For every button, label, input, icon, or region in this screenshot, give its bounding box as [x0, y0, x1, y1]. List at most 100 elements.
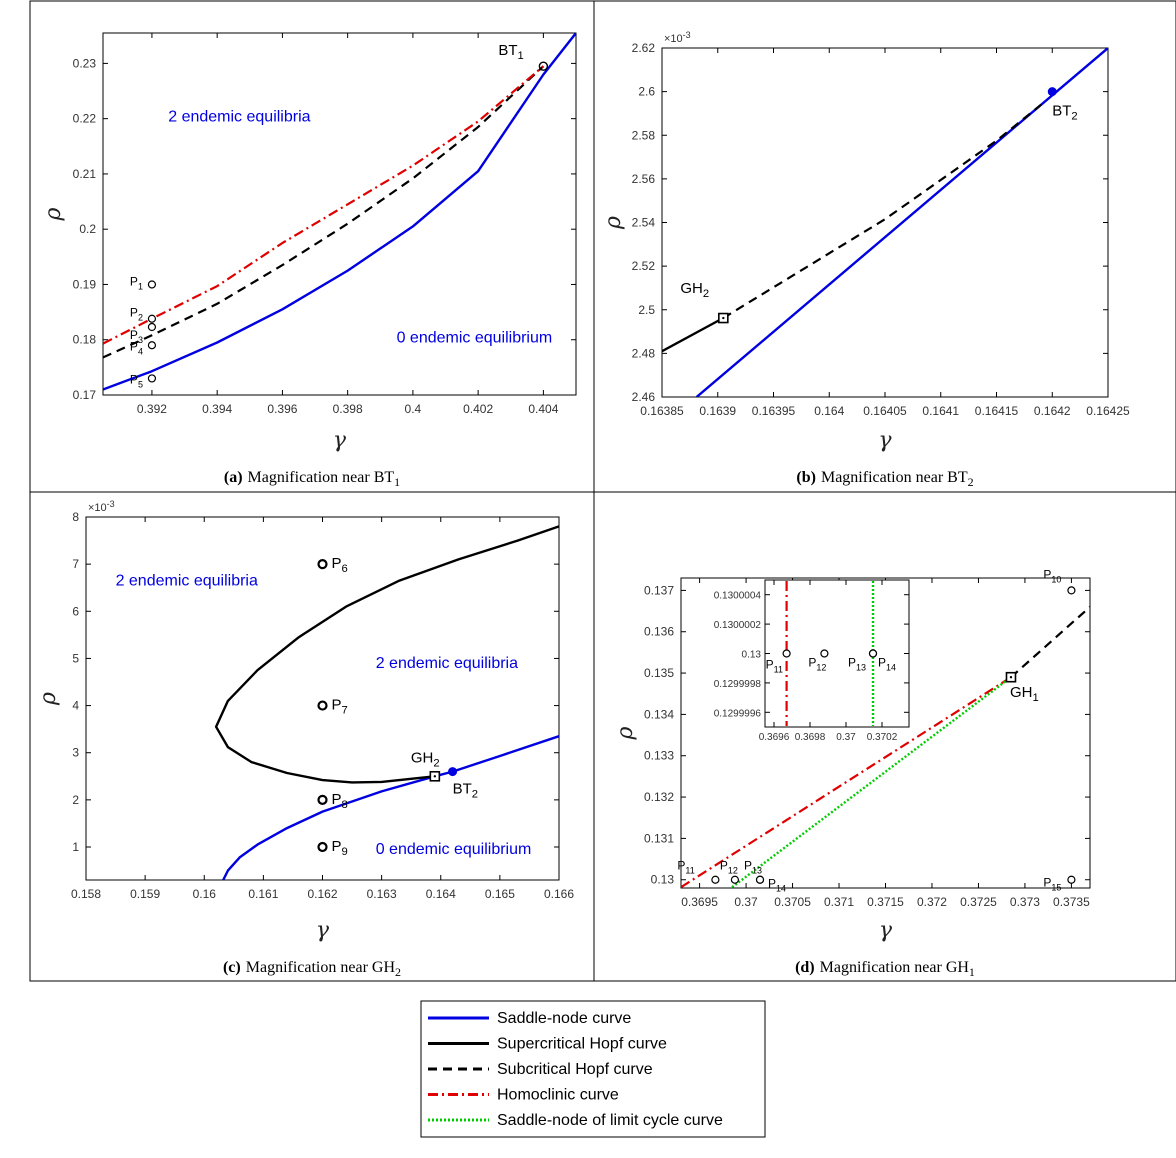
special-label-sub: 2 — [472, 789, 478, 801]
y-tick-label: 5 — [72, 651, 79, 665]
point-marker — [730, 875, 740, 884]
legend-label: Saddle-node curve — [497, 1010, 631, 1027]
x-tick-label: 0.372 — [917, 895, 947, 909]
point-label-main: P — [720, 859, 728, 873]
caption-text: Magnification near GH — [820, 959, 970, 976]
point-label: P12 — [808, 656, 826, 673]
special-label: BT2 — [453, 781, 478, 801]
y-exponent-power: -3 — [107, 499, 115, 509]
x-tick-label: 0.3695 — [681, 895, 718, 909]
point-label-main: P — [1043, 567, 1051, 581]
x-tick-label: 0.3698 — [795, 732, 826, 743]
x-tick-label: 0.158 — [71, 887, 101, 901]
y-tick-label: 6 — [72, 604, 79, 618]
point-label: P7 — [332, 697, 348, 717]
homoclinic-curve — [103, 65, 545, 345]
special-label-sub: 1 — [1032, 692, 1038, 704]
special-label: BT1 — [498, 42, 523, 62]
x-tick-label: 0.3715 — [867, 895, 904, 909]
gh-marker-dot — [433, 775, 437, 778]
point-label: P8 — [332, 791, 348, 811]
point-label: P1 — [130, 274, 143, 291]
x-tick-label: 0.3705 — [774, 895, 811, 909]
region-annotation: 2 endemic equilibria — [168, 108, 310, 125]
panel-caption: (a) Magnification near BT1 — [224, 469, 400, 489]
x-tick-label: 0.16405 — [863, 404, 907, 418]
caption-text: Magnification near BT — [821, 469, 968, 486]
special-label: GH1 — [1010, 684, 1039, 704]
legend-label: Supercritical Hopf curve — [497, 1036, 667, 1053]
subcritical-hopf-curve — [1010, 606, 1090, 679]
point-label: P15 — [1043, 876, 1061, 893]
caption-label: (c) — [223, 959, 241, 976]
point-label-main: P — [332, 697, 342, 714]
x-tick-label: 0.166 — [544, 887, 574, 901]
x-tick-label: 0.1639 — [699, 404, 736, 418]
x-tick-label: 0.16415 — [975, 404, 1019, 418]
y-tick-label: 0.22 — [73, 112, 97, 126]
y-tick-label: 0.17 — [73, 388, 97, 402]
x-tick-label: 0.16425 — [1086, 404, 1130, 418]
point-label-sub: 3 — [138, 335, 143, 345]
point-label-sub: 12 — [816, 663, 826, 673]
chart-panel-a: 0.392 0.394 0.396 0.398 0.4 0.402 0.404 0.17 0.1… — [41, 32, 577, 489]
special-label-sub: 2 — [703, 288, 709, 300]
y-tick-label: 8 — [72, 510, 79, 524]
y-exponent-power: -3 — [683, 30, 691, 40]
caption-label: (d) — [795, 959, 815, 976]
point-marker — [782, 649, 791, 658]
caption-label: (b) — [796, 469, 816, 486]
x-tick-label: 0.398 — [333, 402, 363, 416]
x-tick-label: 0.4 — [405, 402, 422, 416]
point-marker — [317, 794, 328, 805]
point-label-main: P — [768, 877, 776, 891]
point-label-sub: 14 — [776, 884, 786, 894]
panel-caption: (c) Magnification near GH2 — [223, 959, 401, 979]
legend-label: Saddle-node of limit cycle curve — [497, 1112, 723, 1129]
point-marker — [711, 875, 720, 884]
point-marker — [868, 649, 878, 658]
region-annotation: 0 endemic equilibrium — [397, 329, 553, 346]
x-tick-label: 0.164 — [426, 887, 456, 901]
chart-panel-b: 0.16385 0.1639 0.16395 0.164 0.16405 0.1641 0.… — [601, 30, 1130, 489]
chart-panel-c: 0.158 0.159 0.16 0.161 0.162 0.163 0.164 0.165 0… — [36, 499, 574, 979]
y-tick-label: 2.48 — [632, 346, 656, 360]
point-label: P6 — [332, 555, 348, 575]
point-label-sub: 8 — [342, 799, 348, 811]
bt-marker — [538, 61, 549, 71]
point-label: P13 — [744, 859, 762, 876]
x-tick-label: 0.164 — [814, 404, 844, 418]
point-label-main: P — [130, 339, 138, 353]
point-marker — [147, 341, 157, 350]
point-label-sub: 13 — [856, 663, 866, 673]
x-tick-label: 0.373 — [1010, 895, 1040, 909]
special-label-main: BT — [453, 781, 472, 798]
y-tick-label: 0.13 — [742, 650, 762, 661]
caption-sub: 1 — [394, 475, 400, 489]
point-marker — [147, 314, 157, 323]
y-tick-label: 0.19 — [73, 277, 97, 291]
saddle-node-curve — [222, 735, 559, 880]
point-label-sub: 9 — [342, 846, 348, 858]
point-label-main: P — [744, 859, 752, 873]
point-label: P11 — [677, 859, 694, 876]
x-axis-title: γ — [879, 918, 893, 943]
x-tick-label: 0.16395 — [752, 404, 796, 418]
supercritical-hopf-curve — [662, 316, 724, 353]
point-label: P12 — [720, 859, 738, 876]
y-tick-label: 0.1300002 — [714, 620, 762, 631]
point-label-main: P — [1043, 876, 1051, 890]
point-label-sub: 7 — [342, 705, 348, 717]
x-tick-label: 0.165 — [485, 887, 515, 901]
point-label-sub: 4 — [138, 346, 143, 356]
special-label-sub: 2 — [1071, 111, 1077, 123]
point-marker — [820, 649, 829, 658]
y-tick-label: 2.52 — [632, 259, 656, 273]
y-tick-label: 4 — [72, 699, 79, 713]
point-label: P9 — [332, 838, 348, 858]
y-tick-label: 0.2 — [79, 222, 96, 236]
y-tick-label: 2.6 — [638, 85, 655, 99]
y-tick-label: 0.21 — [73, 167, 97, 181]
x-tick-label: 0.394 — [202, 402, 232, 416]
